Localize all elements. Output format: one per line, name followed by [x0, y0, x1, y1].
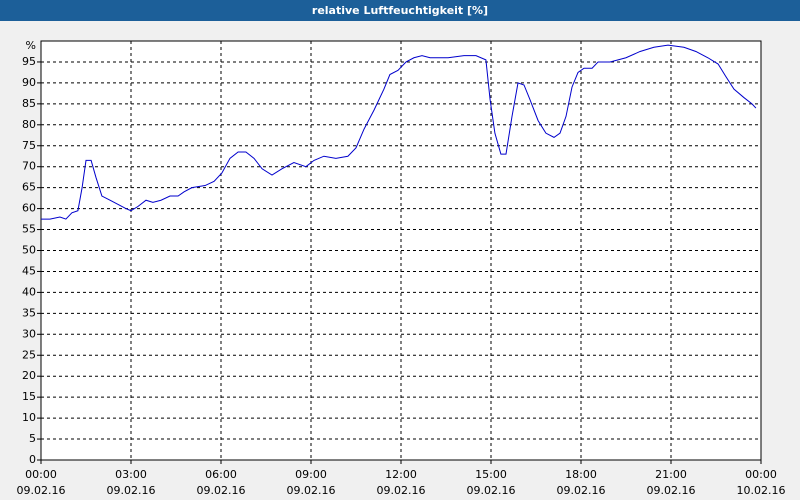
y-tick-label: 20: [22, 369, 36, 382]
x-tick-date: 09.02.16: [107, 484, 156, 497]
title-bar: [0, 0, 800, 21]
y-tick-label: 30: [22, 327, 36, 340]
x-tick-date: 09.02.16: [647, 484, 696, 497]
y-tick-label: 10: [22, 411, 36, 424]
x-tick-date: 09.02.16: [467, 484, 516, 497]
y-tick-label: 75: [22, 139, 36, 152]
x-tick-label: 03:00: [115, 468, 147, 481]
chart-title: relative Luftfeuchtigkeit [%]: [312, 4, 488, 17]
y-tick-label: 15: [22, 390, 36, 403]
y-tick-label: 65: [22, 181, 36, 194]
y-tick-label: 40: [22, 285, 36, 298]
x-tick-date: 09.02.16: [197, 484, 246, 497]
y-tick-label: 90: [22, 76, 36, 89]
y-tick-label: 45: [22, 264, 36, 277]
x-tick-label: 21:00: [655, 468, 687, 481]
x-tick-date: 09.02.16: [377, 484, 426, 497]
x-tick-date: 09.02.16: [287, 484, 336, 497]
y-tick-label: 70: [22, 160, 36, 173]
y-tick-label: 55: [22, 223, 36, 236]
y-tick-label: 0: [29, 453, 36, 466]
x-tick-label: 12:00: [385, 468, 417, 481]
x-tick-date: 10.02.16: [737, 484, 786, 497]
y-tick-label: 5: [29, 432, 36, 445]
x-tick-date: 09.02.16: [17, 484, 66, 497]
y-tick-label: 35: [22, 306, 36, 319]
line: [41, 44, 757, 220]
x-tick-label: 00:00: [25, 468, 57, 481]
y-tick-label: 85: [22, 97, 36, 110]
y-tick-label: 80: [22, 118, 36, 131]
x-tick-date: 09.02.16: [557, 484, 606, 497]
x-tick-label: 15:00: [475, 468, 507, 481]
y-tick-label: 25: [22, 348, 36, 361]
y-tick-label: 50: [22, 244, 36, 257]
y-tick-label: 60: [22, 202, 36, 215]
x-tick-label: 18:00: [565, 468, 597, 481]
y-axis-label: %: [26, 39, 36, 52]
x-tick-label: 06:00: [205, 468, 237, 481]
x-tick-label: 09:00: [295, 468, 327, 481]
y-tick-label: 95: [22, 55, 36, 68]
x-tick-label: 00:00: [745, 468, 777, 481]
